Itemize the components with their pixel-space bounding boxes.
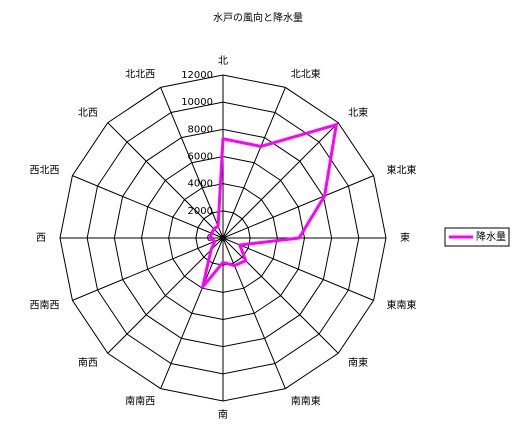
spoke <box>222 175 374 239</box>
tick-label: 6000 <box>188 152 213 163</box>
category-label: 西北西 <box>29 164 59 176</box>
tick-label: 2000 <box>188 206 213 217</box>
category-label: 東南東 <box>387 299 417 312</box>
spoke <box>160 237 224 389</box>
category-label: 南南東 <box>291 395 321 408</box>
category-label: 南東 <box>348 356 368 369</box>
legend-box <box>444 227 510 247</box>
category-label: 北西 <box>78 107 98 119</box>
legend <box>444 227 510 247</box>
spoke <box>160 87 224 239</box>
spoke <box>222 122 339 239</box>
category-label: 東北東 <box>387 163 417 176</box>
spoke <box>107 122 224 239</box>
spoke <box>222 237 339 354</box>
category-label: 東 <box>400 231 410 244</box>
category-label: 北 <box>218 55 228 67</box>
tick-label: 10000 <box>181 97 213 108</box>
category-label: 北東 <box>348 106 368 119</box>
legend-label: 降水量 <box>476 230 506 243</box>
spoke <box>222 237 286 389</box>
category-label: 南 <box>218 408 228 421</box>
category-label: 南西 <box>78 356 98 369</box>
spoke <box>107 237 224 354</box>
spoke <box>222 87 286 239</box>
category-label: 南南西 <box>125 395 155 408</box>
category-label: 西 <box>36 233 46 244</box>
tick-label: 8000 <box>188 124 213 135</box>
series-line <box>201 123 338 289</box>
chart-title: 水戸の風向と降水量 <box>213 11 303 24</box>
spoke <box>72 237 224 301</box>
spoke <box>72 175 224 239</box>
category-label: 西南西 <box>29 299 59 312</box>
tick-label: 12000 <box>181 70 213 81</box>
spoke <box>222 237 374 301</box>
category-label: 北北東 <box>291 67 321 80</box>
category-label: 北北西 <box>125 68 155 80</box>
tick-label: 4000 <box>188 179 213 190</box>
